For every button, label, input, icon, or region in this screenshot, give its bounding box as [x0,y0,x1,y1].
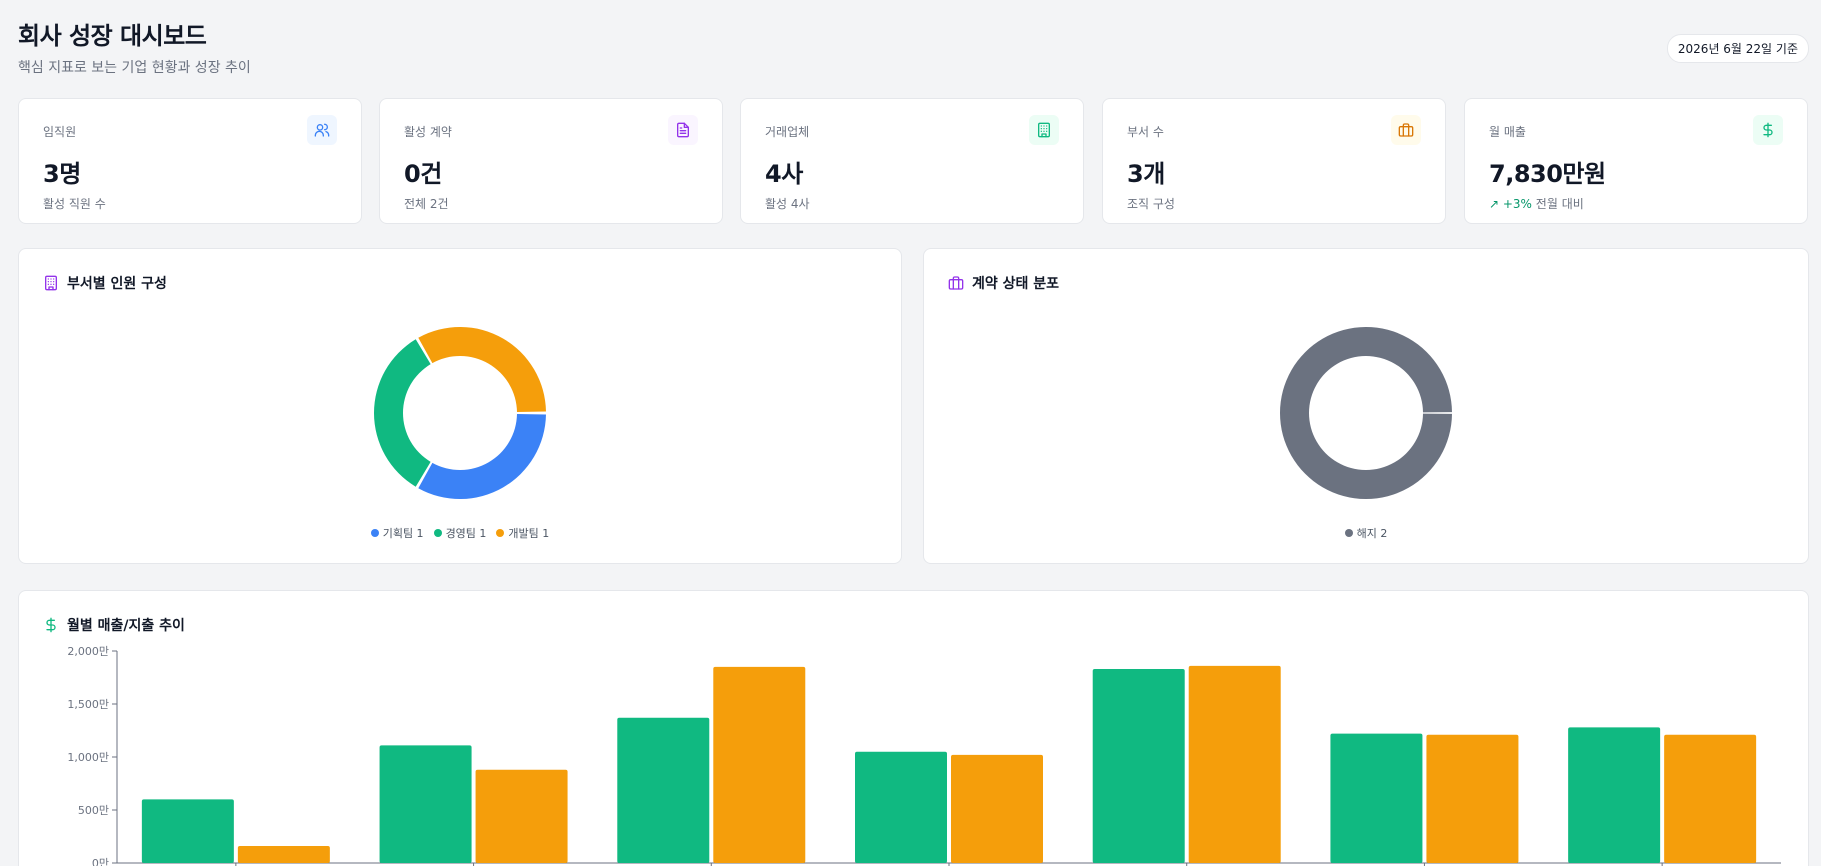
stat-card-contracts[interactable]: 활성 계약 0건 전체 2건 [379,98,723,224]
header: 회사 성장 대시보드 핵심 지표로 보는 기업 현황과 성장 추이 2026년 … [18,16,1809,76]
contract-legend: 해지 2 [924,525,1808,541]
bar-series-0[interactable] [1330,733,1423,863]
stat-label: 거래업체 [765,125,810,139]
bar-series-0[interactable] [1092,669,1185,863]
panel-title-text: 월별 매출/지출 추이 [67,618,185,634]
legend-item[interactable]: 경영팀 1 [433,525,487,541]
panel-revenue: 월별 매출/지출 추이 0만 500만 1,000만 1,500만 2,000만 [18,590,1809,866]
y-tick-label: 2,000만 [67,645,109,658]
legend-dot [370,529,379,537]
stat-sub: 활성 4사 [765,197,810,211]
document-icon [668,115,698,145]
bar-series-1[interactable] [1426,734,1519,863]
stat-label: 활성 계약 [404,125,452,139]
panel-title: 계약 상태 분포 [948,273,1059,293]
building-icon [1029,115,1059,145]
panel-departments: 부서별 인원 구성 기획팀 1 경영팀 1 개발팀 1 [18,248,902,564]
bar-series-0[interactable] [141,799,234,863]
legend-item[interactable]: 개발팀 1 [496,525,549,541]
bar-series-1[interactable] [475,769,568,863]
stat-value: 4사 [765,160,803,188]
legend-label: 해지 2 [1356,527,1388,540]
page-title: 회사 성장 대시보드 [18,22,207,50]
stat-sub: ↗ +3% 전월 대비 [1489,195,1783,212]
legend-dot [433,529,442,537]
revenue-bar-chart: 0만 500만 1,000만 1,500만 2,000만 [67,645,1781,866]
y-tick-label: 500만 [78,804,109,817]
legend-dot [496,529,505,537]
pie-slice-0[interactable] [418,413,546,499]
stat-cards: 임직원 3명 활성 직원 수 활성 계약 0건 전체 2건 거래업체 4사 활성… [18,98,1809,224]
briefcase-icon [948,275,964,291]
page-subtitle: 핵심 지표로 보는 기업 현황과 성장 추이 [18,60,251,76]
y-tick-label: 1,500만 [67,698,109,711]
bar-series-1[interactable] [237,846,330,863]
panel-title-text: 부서별 인원 구성 [67,276,167,292]
stat-card-departments[interactable]: 부서 수 3개 조직 구성 [1102,98,1446,224]
panel-title-text: 계약 상태 분포 [972,276,1060,292]
legend-item[interactable]: 기획팀 1 [370,525,424,541]
stat-value: 0건 [404,160,442,188]
stat-card-revenue[interactable]: 월 매출 7,830만원 ↗ +3% 전월 대비 [1464,98,1808,224]
legend-label: 기획팀 1 [382,527,424,540]
legend-dot [1344,529,1353,537]
pie-slice-2[interactable] [418,327,546,413]
department-legend: 기획팀 1 경영팀 1 개발팀 1 [19,525,901,541]
bar-series-0[interactable] [379,745,472,863]
legend-label: 경영팀 1 [445,527,487,540]
stat-sub-text: 전월 대비 [1535,197,1584,211]
stat-card-employees[interactable]: 임직원 3명 활성 직원 수 [18,98,362,224]
building-icon [43,275,59,291]
stat-value: 3명 [43,160,81,188]
stat-label: 임직원 [43,125,77,139]
stat-value: 7,830만원 [1489,160,1606,188]
users-icon [307,115,337,145]
briefcase-icon [1391,115,1421,145]
bar-series-1[interactable] [951,754,1043,863]
bar-series-1[interactable] [1664,734,1757,863]
bar-series-0[interactable] [1568,727,1661,863]
stat-label: 부서 수 [1127,125,1164,139]
panel-title: 부서별 인원 구성 [43,273,167,293]
panel-contracts: 계약 상태 분포 해지 2 [923,248,1809,564]
bar-series-0[interactable] [855,751,947,863]
legend-item[interactable]: 해지 2 [1344,525,1388,541]
stat-card-vendors[interactable]: 거래업체 4사 활성 4사 [740,98,1084,224]
date-badge: 2026년 6월 22일 기준 [1666,34,1809,63]
bar-series-1[interactable] [1188,665,1281,863]
department-donut-chart [373,327,546,499]
panel-title: 월별 매출/지출 추이 [43,615,185,635]
bar-series-0[interactable] [617,717,710,863]
dollar-icon [43,617,59,633]
contract-donut-chart [1280,327,1452,499]
stat-sub: 활성 직원 수 [43,197,106,211]
y-tick-label: 0만 [92,857,109,866]
legend-label: 개발팀 1 [508,527,550,540]
bar-series-1[interactable] [713,666,806,863]
stat-label: 월 매출 [1489,125,1526,139]
y-tick-label: 1,000만 [67,751,109,764]
trend-up-text: ↗ +3% [1489,197,1532,211]
pie-slice-0[interactable] [1280,327,1452,499]
stat-sub: 전체 2건 [404,197,449,211]
stat-value: 3개 [1127,160,1165,188]
pie-slice-1[interactable] [373,339,431,487]
stat-sub: 조직 구성 [1127,197,1175,211]
dollar-icon [1753,115,1783,145]
